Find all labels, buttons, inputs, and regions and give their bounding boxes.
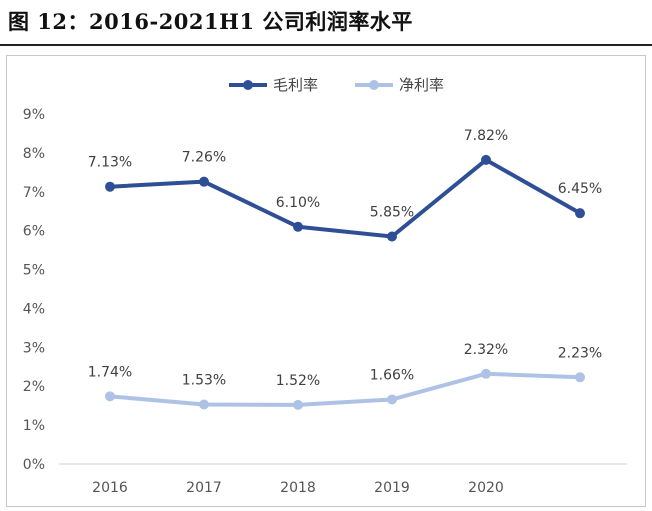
y-tick-label: 3% (23, 340, 45, 356)
data-point (105, 391, 115, 402)
data-point (293, 399, 303, 410)
legend-item: 毛利率 (229, 76, 318, 94)
y-tick-label: 4% (23, 301, 45, 317)
data-label: 7.13% (88, 155, 132, 171)
title-divider (0, 44, 652, 46)
x-tick-label: 2016 (92, 480, 128, 496)
figure-title: 图 12：2016-2021H1 公司利润率水平 (8, 9, 413, 34)
data-point (199, 176, 209, 187)
x-tick-label: 2020 (468, 480, 504, 496)
data-label: 6.10% (276, 195, 320, 211)
y-tick-label: 2% (23, 379, 45, 395)
legend-item: 净利率 (355, 76, 444, 94)
y-tick-label: 0% (23, 457, 45, 473)
data-point (481, 368, 491, 379)
y-tick-label: 8% (23, 146, 45, 162)
y-tick-label: 9% (23, 107, 45, 123)
data-point (105, 181, 115, 192)
chart-legend: 毛利率 净利率 (229, 76, 444, 94)
legend-marker (369, 80, 379, 90)
x-tick-label: 2017 (186, 480, 222, 496)
series-layer: 7.13% 7.26% 6.10% 5.85% 7.82% 6.45% 1.74% 1.53%… (88, 128, 602, 410)
y-tick-label: 7% (23, 185, 45, 201)
data-point (387, 231, 397, 242)
data-label: 5.85% (370, 205, 414, 221)
data-point (575, 208, 585, 219)
x-axis: 2016 2017 2018 2019 2020 (59, 463, 627, 496)
y-tick-label: 1% (23, 418, 45, 434)
data-point (199, 399, 209, 410)
series-line (109, 157, 581, 239)
x-tick-label: 2019 (374, 480, 410, 496)
data-label: 1.53% (182, 373, 226, 389)
series-line (109, 371, 581, 407)
legend-label: 毛利率 (273, 76, 318, 94)
data-point (481, 154, 491, 165)
data-label: 1.74% (88, 364, 132, 380)
data-point (387, 394, 397, 405)
x-tick-label: 2018 (280, 480, 316, 496)
data-label: 7.82% (464, 128, 508, 144)
y-axis: 0% 1% 2% 3% 4% 5% 6% 7% 8% 9% (23, 107, 45, 473)
line-chart: 毛利率 净利率 0% 1% 2% 3% 4% 5% 6% 7% 8% 9% 2016 2017 2018… (23, 76, 627, 496)
data-label: 6.45% (558, 181, 602, 197)
data-label: 2.32% (464, 342, 508, 358)
data-point (575, 372, 585, 383)
data-label: 1.52% (276, 373, 320, 389)
series-2: 1.74% 1.53% 1.52% 1.66% 2.32% 2.23% (88, 342, 602, 410)
series-1: 7.13% 7.26% 6.10% 5.85% 7.82% 6.45% (88, 128, 602, 242)
y-tick-label: 5% (23, 263, 45, 279)
y-tick-label: 6% (23, 224, 45, 240)
data-label: 2.23% (558, 345, 602, 361)
legend-label: 净利率 (399, 76, 444, 94)
legend-marker (243, 80, 253, 90)
chart-frame: 毛利率 净利率 0% 1% 2% 3% 4% 5% 6% 7% 8% 9% 2016 2017 2018… (6, 55, 646, 507)
data-label: 7.26% (182, 150, 226, 166)
data-label: 1.66% (370, 367, 414, 383)
data-point (293, 221, 303, 232)
